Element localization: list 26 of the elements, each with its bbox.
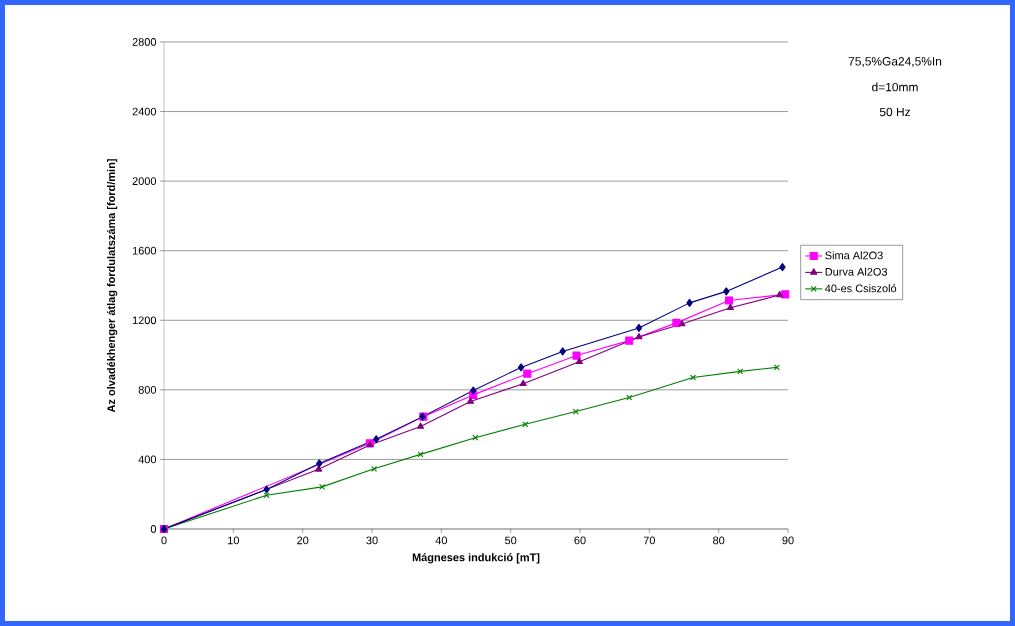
y-tick-label: 400 [138,455,157,464]
y-tick-label: 2800 [132,38,157,46]
y-tick-label: 2000 [132,177,157,186]
x-tick-label: 90 [782,536,794,545]
text: 50 Hz [879,107,910,117]
text: d=10mm [872,82,918,92]
x-tick-label: 50 [505,536,517,545]
x-tick-label: 70 [643,536,655,545]
legend-label: 40-es Csiszoló [825,284,897,293]
legend-label: Durva Al2O3 [825,267,888,276]
legend-label: Sima Al2O3 [825,251,883,260]
text: 75,5%Ga24,5%In [848,57,942,67]
y-tick-label: 1200 [132,316,157,325]
x-tick-label: 60 [574,536,586,545]
y-axis-title: Az olvadékhenger átlag fordulatszáma [ford/min] [106,159,118,413]
x-tick-label: 10 [228,536,239,545]
y-tick-label: 0 [150,525,157,533]
y-tick-label: 800 [138,385,157,394]
x-tick-label: 30 [366,536,378,545]
y-tick-label: 2400 [132,107,157,116]
x-tick-label: 40 [435,536,447,545]
x-tick-label: 0 [161,536,167,545]
x-axis-title: Mágneses indukció [mT] [412,553,540,564]
x-tick-label: 20 [297,536,309,545]
y-tick-label: 1600 [132,246,157,255]
x-tick-label: 80 [713,536,725,545]
